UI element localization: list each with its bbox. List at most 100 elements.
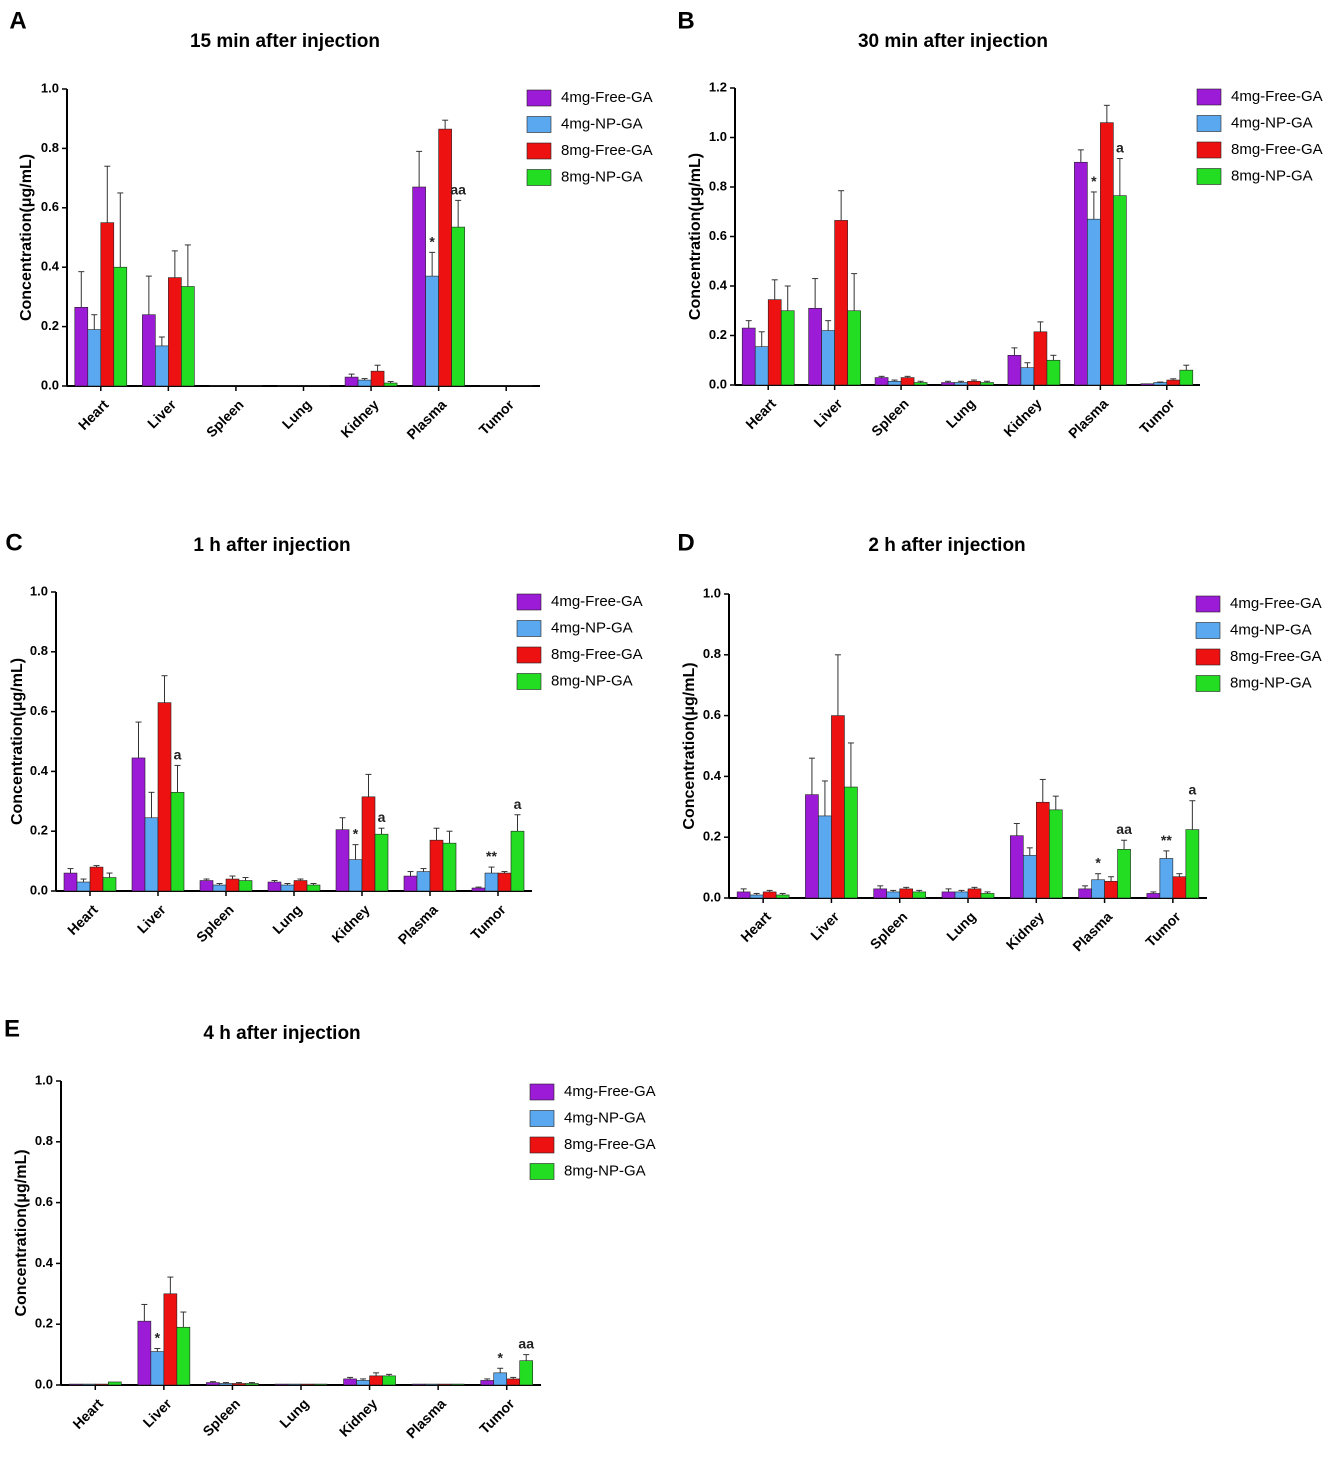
significance-marker: a (1188, 782, 1196, 798)
bar (497, 872, 512, 892)
bar (506, 1378, 521, 1386)
bar (176, 1326, 191, 1386)
y-tick-label: 0.2 (35, 1316, 53, 1331)
legend-swatch (1196, 88, 1222, 106)
bar (484, 872, 499, 892)
bar (63, 872, 78, 892)
x-tick-label: Liver (810, 395, 845, 430)
bar (68, 1383, 83, 1386)
bar (754, 346, 769, 386)
bar (451, 226, 465, 387)
legend-label: 4mg-NP-GA (564, 1109, 646, 1126)
bar (94, 1383, 109, 1386)
y-tick-label: 1.0 (41, 80, 59, 95)
bar (306, 884, 321, 892)
x-tick-label: Tumor (467, 901, 509, 943)
bar (348, 859, 363, 892)
bar (100, 222, 115, 387)
bar (181, 286, 195, 387)
panel-e: E 4 h after injection Concentration(μg/mL)… (4, 1015, 656, 1441)
x-tick-label: Spleen (193, 901, 237, 945)
legend-swatch (516, 646, 542, 664)
significance-marker: ** (486, 848, 497, 864)
bar (155, 345, 169, 387)
significance-marker: * (155, 1330, 161, 1346)
bar (899, 888, 914, 899)
chart-title: 1 h after injection (193, 535, 350, 556)
bar (157, 702, 172, 892)
x-tick-label: Heart (742, 395, 779, 432)
significance-marker: aa (450, 181, 466, 197)
panel-b: B 30 min after injection Concentration(μg/… (677, 7, 1322, 441)
bar (887, 380, 902, 386)
bar (1153, 382, 1168, 386)
bar (505, 385, 520, 387)
legend-swatch (526, 89, 552, 107)
bar (980, 382, 994, 386)
bar (471, 887, 486, 892)
bar (1009, 835, 1024, 899)
bar (762, 891, 777, 899)
bar (370, 370, 385, 387)
bar (518, 385, 533, 387)
bar (479, 385, 494, 387)
x-tick-label: Liver (807, 908, 842, 943)
y-tick-label: 0.8 (703, 646, 721, 661)
bar (967, 380, 981, 386)
y-tick-label: 0.4 (709, 277, 728, 292)
x-tick-label: Plasma (1065, 395, 1111, 441)
bar (287, 1383, 302, 1386)
y-tick-label: 1.0 (709, 129, 727, 144)
bar (1022, 855, 1037, 899)
chart-title: 15 min after injection (190, 31, 380, 52)
y-tick-label: 0.6 (709, 228, 727, 243)
bar (343, 1378, 357, 1386)
y-axis-label: Concentration(μg/mL) (681, 662, 698, 829)
bar (225, 878, 240, 892)
bar (411, 1383, 426, 1386)
legend-label: 4mg-Free-GA (551, 593, 643, 610)
panel-c: C 1 h after injection Concentration(μg/mL)… (5, 529, 642, 947)
legend-label: 8mg-Free-GA (1230, 648, 1322, 665)
x-tick-label: Lung (269, 901, 305, 937)
bar (442, 842, 457, 892)
bar (199, 880, 214, 892)
y-tick-label: 0.0 (35, 1376, 53, 1391)
bar (290, 385, 304, 387)
bar (492, 385, 507, 387)
bar (131, 757, 146, 892)
bar (1048, 809, 1063, 899)
y-tick-label: 0.4 (703, 768, 722, 783)
bar (74, 306, 89, 387)
bar (767, 299, 782, 386)
x-tick-label: Plasma (395, 901, 441, 947)
legend-label: 8mg-NP-GA (561, 168, 643, 185)
legend-swatch (1196, 141, 1222, 159)
legend-swatch (1196, 115, 1222, 132)
legend-swatch (1195, 622, 1221, 639)
y-tick-label: 0.0 (41, 377, 59, 392)
legend-label: 4mg-NP-GA (561, 115, 643, 132)
bar (248, 385, 263, 387)
bar (335, 829, 350, 892)
bar (741, 327, 756, 386)
y-axis-label: Concentration(μg/mL) (687, 153, 704, 320)
panel-a: A 15 min after injection Concentration(μg/… (9, 7, 652, 442)
x-tick-label: Plasma (403, 396, 449, 442)
bar (403, 875, 418, 892)
y-tick-label: 0.8 (709, 178, 727, 193)
x-tick-label: Kidney (328, 901, 372, 945)
legend-label: 4mg-Free-GA (1230, 595, 1322, 612)
bar (941, 382, 955, 386)
bar (775, 894, 790, 899)
bar (913, 382, 928, 386)
x-tick-label: Spleen (867, 908, 911, 952)
x-tick-label: Lung (943, 908, 979, 944)
bar (818, 815, 832, 899)
bar (81, 1383, 96, 1386)
bar (1074, 161, 1088, 386)
bar (821, 330, 835, 386)
bar (300, 1383, 315, 1386)
bar (1140, 383, 1155, 386)
bar (232, 1383, 246, 1386)
